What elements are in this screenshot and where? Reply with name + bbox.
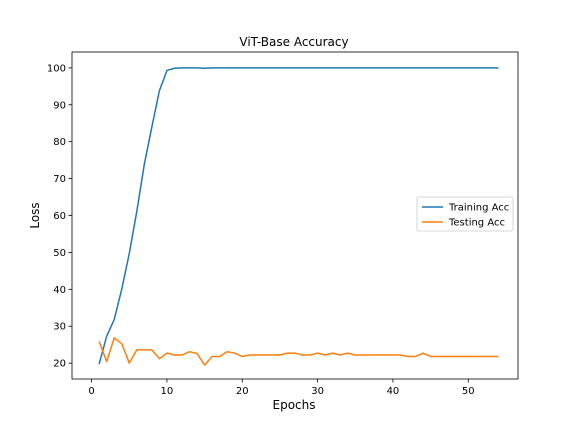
y-tick-label: 40: [53, 285, 66, 296]
x-tick-label: 30: [311, 386, 324, 397]
x-tick-label: 40: [387, 386, 400, 397]
y-tick-label: 90: [53, 100, 66, 111]
legend-label: Testing Acc: [448, 218, 505, 229]
y-tick-label: 60: [53, 211, 66, 222]
chart-title: ViT-Base Accuracy: [239, 35, 348, 49]
x-tick-label: 10: [161, 386, 174, 397]
series-lines: [98, 67, 499, 366]
y-axis-label: Loss: [28, 202, 42, 228]
series-line-training-acc: [98, 67, 499, 365]
axis-ticks: 0 10 20 30 40 50 20 30 40 50 60 70 80 90 100: [47, 63, 475, 397]
y-tick-label: 80: [53, 137, 66, 148]
x-axis-label: Epochs: [273, 398, 316, 412]
x-tick-label: 0: [88, 386, 94, 397]
legend-label: Training Acc: [448, 203, 509, 214]
y-tick-label: 30: [53, 322, 66, 333]
y-tick-label: 50: [53, 248, 66, 259]
x-tick-label: 50: [462, 386, 475, 397]
series-line-testing-acc: [98, 337, 499, 366]
x-tick-label: 20: [236, 386, 249, 397]
legend: Training Acc Testing Acc: [416, 196, 514, 232]
y-tick-label: 70: [53, 174, 66, 185]
y-tick-label: 100: [47, 63, 66, 74]
y-tick-label: 20: [53, 359, 66, 370]
plot-frame: [71, 51, 519, 380]
